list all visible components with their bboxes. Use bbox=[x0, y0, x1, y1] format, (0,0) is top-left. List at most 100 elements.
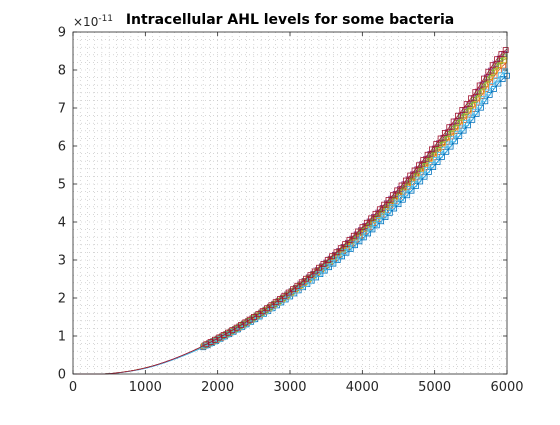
series-marker bbox=[497, 58, 504, 64]
series-marker bbox=[424, 151, 431, 158]
series-marker bbox=[285, 289, 292, 296]
series-marker bbox=[420, 157, 427, 163]
series-marker bbox=[385, 208, 391, 215]
series-marker bbox=[354, 237, 361, 244]
y-tick-label: 7 bbox=[58, 102, 66, 117]
series-marker bbox=[363, 219, 370, 226]
series-marker bbox=[450, 136, 457, 143]
series-marker bbox=[446, 124, 453, 131]
series-marker bbox=[333, 249, 340, 256]
series-marker bbox=[468, 95, 474, 102]
series-marker bbox=[259, 308, 266, 315]
series-marker bbox=[311, 268, 318, 275]
series-marker bbox=[399, 196, 406, 203]
series-marker bbox=[489, 83, 496, 90]
series-marker bbox=[415, 162, 422, 169]
series-marker bbox=[398, 182, 405, 189]
series-marker bbox=[404, 192, 411, 199]
series-marker bbox=[454, 120, 460, 127]
series-marker bbox=[381, 201, 388, 208]
series-marker bbox=[415, 176, 422, 183]
series-marker bbox=[376, 217, 383, 223]
series-marker bbox=[441, 136, 447, 143]
series-marker bbox=[355, 228, 362, 235]
series-marker bbox=[414, 167, 421, 174]
series-marker bbox=[497, 72, 504, 79]
series-marker bbox=[276, 299, 283, 306]
series-marker bbox=[423, 157, 430, 164]
y-axis-ticks: 0 1 2 3 4 5 6 7 8 9 bbox=[58, 26, 507, 383]
y-axis-exponent-base: ×10 bbox=[73, 15, 98, 29]
series-marker bbox=[493, 77, 500, 84]
series-marker bbox=[419, 162, 426, 169]
series-marker bbox=[410, 172, 417, 179]
series-marker bbox=[346, 245, 352, 252]
series-marker bbox=[395, 201, 402, 208]
y-tick-label: 2 bbox=[58, 292, 66, 307]
series-marker bbox=[306, 277, 313, 284]
x-tick-label: 0 bbox=[69, 380, 77, 395]
series-marker bbox=[425, 169, 432, 175]
series-marker bbox=[485, 68, 492, 75]
x-tick-label: 1000 bbox=[129, 380, 162, 395]
series-marker bbox=[489, 62, 496, 69]
series-marker bbox=[436, 142, 443, 148]
y-tick-label: 9 bbox=[58, 26, 66, 41]
series-marker bbox=[398, 195, 404, 201]
series-marker bbox=[329, 253, 336, 260]
series-marker bbox=[337, 245, 344, 252]
series-marker bbox=[281, 292, 288, 299]
series-marker bbox=[394, 187, 401, 194]
y-axis-exponent-power: -11 bbox=[98, 14, 113, 24]
x-axis-ticks: 0 1000 2000 3000 4000 5000 6000 bbox=[69, 32, 524, 395]
series-marker bbox=[272, 302, 279, 309]
y-tick-label: 3 bbox=[58, 254, 66, 269]
series-marker bbox=[450, 118, 457, 125]
series-marker bbox=[441, 146, 448, 153]
series-marker bbox=[350, 241, 357, 248]
series-marker bbox=[498, 51, 505, 57]
x-tick-label: 6000 bbox=[490, 380, 523, 395]
series-marker bbox=[502, 68, 509, 75]
series-marker bbox=[411, 181, 417, 188]
series-line bbox=[73, 48, 508, 375]
series-marker bbox=[402, 190, 409, 197]
series-marker bbox=[428, 162, 435, 168]
series-marker bbox=[437, 151, 443, 158]
y-tick-label: 8 bbox=[58, 64, 66, 79]
x-tick-label: 4000 bbox=[346, 380, 379, 395]
series-marker bbox=[337, 252, 344, 259]
plot-background bbox=[73, 32, 507, 374]
series-marker bbox=[480, 83, 486, 90]
series-marker bbox=[417, 178, 424, 185]
series-marker bbox=[481, 75, 487, 82]
series-marker bbox=[307, 272, 314, 279]
series-marker bbox=[433, 141, 440, 147]
series-marker bbox=[289, 290, 296, 297]
series-marker bbox=[430, 164, 437, 170]
series-marker bbox=[294, 282, 301, 289]
series-layer bbox=[73, 47, 510, 375]
series-marker bbox=[449, 125, 456, 132]
series-marker bbox=[476, 102, 483, 109]
series-marker bbox=[408, 187, 415, 194]
series-marker bbox=[462, 108, 469, 115]
series-marker bbox=[502, 47, 509, 53]
series-marker bbox=[363, 229, 370, 236]
series-7 bbox=[73, 47, 509, 375]
series-marker bbox=[391, 205, 398, 212]
y-tick-label: 5 bbox=[58, 178, 66, 193]
series-marker bbox=[484, 76, 491, 83]
series-marker bbox=[454, 130, 461, 137]
series-marker bbox=[406, 186, 413, 192]
series-marker bbox=[393, 199, 400, 206]
y-tick-label: 1 bbox=[58, 330, 66, 345]
series-marker bbox=[324, 257, 331, 264]
series-marker bbox=[411, 167, 418, 174]
series-marker bbox=[429, 146, 435, 153]
series-marker bbox=[359, 233, 365, 240]
series-marker bbox=[342, 241, 349, 248]
series-marker bbox=[493, 63, 499, 70]
chart-title: Intracellular AHL levels for some bacter… bbox=[126, 12, 454, 28]
series-marker bbox=[328, 260, 335, 267]
